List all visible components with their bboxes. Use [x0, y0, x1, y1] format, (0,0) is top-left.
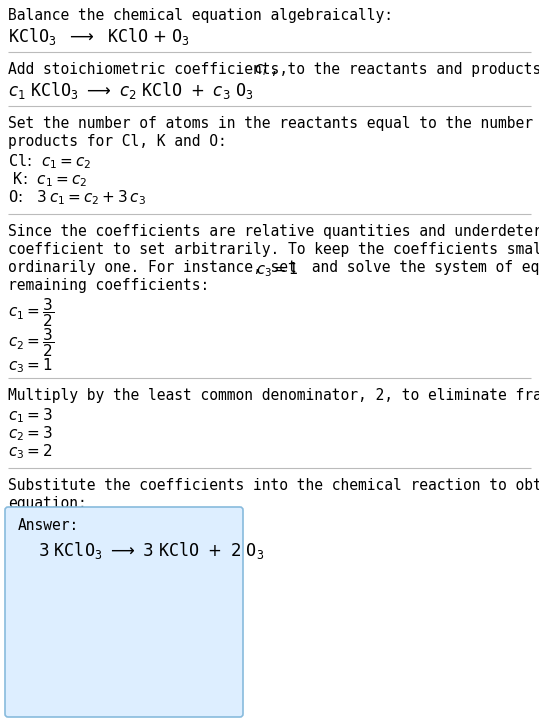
Text: $3\ \mathtt{KClO_3}\ \longrightarrow\ 3\ \mathtt{KClO}\ +\ 2\ \mathtt{O_3}$: $3\ \mathtt{KClO_3}\ \longrightarrow\ 3\…	[38, 540, 264, 561]
FancyBboxPatch shape	[5, 507, 243, 717]
Text: $c_2 = 3$: $c_2 = 3$	[8, 424, 53, 443]
Text: ordinarily one. For instance, set: ordinarily one. For instance, set	[8, 260, 306, 275]
Text: $\mathtt{O}$:   $3\,c_1 = c_2 + 3\,c_3$: $\mathtt{O}$: $3\,c_1 = c_2 + 3\,c_3$	[8, 188, 146, 206]
Text: products for Cl, K and O:: products for Cl, K and O:	[8, 134, 227, 149]
Text: and solve the system of equations for the: and solve the system of equations for th…	[303, 260, 539, 275]
Text: Balance the chemical equation algebraically:: Balance the chemical equation algebraica…	[8, 8, 393, 23]
Text: Set the number of atoms in the reactants equal to the number of atoms in the: Set the number of atoms in the reactants…	[8, 116, 539, 131]
Text: $c_i$: $c_i$	[254, 62, 267, 78]
Text: Answer:: Answer:	[18, 518, 79, 533]
Text: Add stoichiometric coefficients,: Add stoichiometric coefficients,	[8, 62, 297, 77]
Text: $\mathtt{K}$:  $c_1 = c_2$: $\mathtt{K}$: $c_1 = c_2$	[8, 170, 87, 188]
Text: Substitute the coefficients into the chemical reaction to obtain the balanced: Substitute the coefficients into the che…	[8, 478, 539, 493]
Text: Multiply by the least common denominator, 2, to eliminate fractional coefficient: Multiply by the least common denominator…	[8, 388, 539, 403]
Text: coefficient to set arbitrarily. To keep the coefficients small, the arbitrary va: coefficient to set arbitrarily. To keep …	[8, 242, 539, 257]
Text: $c_3 = 2$: $c_3 = 2$	[8, 442, 52, 461]
Text: $c_3 = 1$: $c_3 = 1$	[256, 260, 299, 279]
Text: , to the reactants and products:: , to the reactants and products:	[270, 62, 539, 77]
Text: $c_1\ \mathtt{KClO_3}\ \longrightarrow\ c_2\ \mathtt{KClO}\ +\ c_3\ \mathtt{O_3}: $c_1\ \mathtt{KClO_3}\ \longrightarrow\ …	[8, 80, 254, 101]
Text: remaining coefficients:: remaining coefficients:	[8, 278, 209, 293]
Text: $\mathtt{KClO_3}$  $\longrightarrow$  $\mathtt{KClO}$ $+$ $\mathtt{O_3}$: $\mathtt{KClO_3}$ $\longrightarrow$ $\ma…	[8, 26, 190, 47]
Text: Since the coefficients are relative quantities and underdetermined, choose a: Since the coefficients are relative quan…	[8, 224, 539, 239]
Text: $c_2 = \dfrac{3}{2}$: $c_2 = \dfrac{3}{2}$	[8, 326, 54, 359]
Text: $\mathtt{Cl}$:  $c_1 = c_2$: $\mathtt{Cl}$: $c_1 = c_2$	[8, 152, 92, 170]
Text: $c_1 = 3$: $c_1 = 3$	[8, 406, 53, 425]
Text: equation:: equation:	[8, 496, 87, 511]
Text: $c_3 = 1$: $c_3 = 1$	[8, 356, 53, 375]
Text: $c_1 = \dfrac{3}{2}$: $c_1 = \dfrac{3}{2}$	[8, 296, 54, 329]
